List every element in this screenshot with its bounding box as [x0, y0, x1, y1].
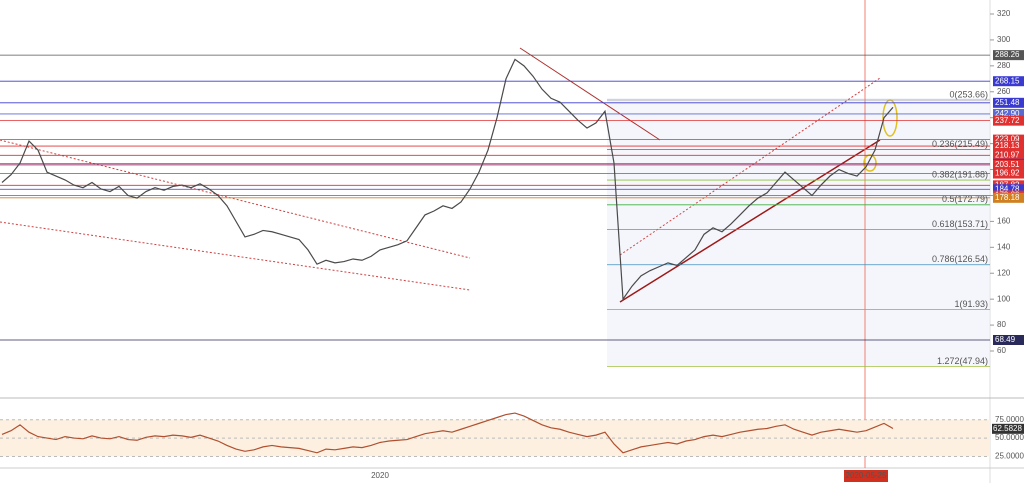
trend-line — [619, 139, 881, 303]
y-tick-label: 320 — [997, 9, 1011, 18]
fib-label: 0.236(215.49) — [932, 139, 988, 149]
fib-label: 1(91.93) — [954, 299, 988, 309]
level-tag — [993, 50, 1024, 61]
level-tag — [993, 334, 1024, 345]
level-label: 184.78 — [995, 184, 1020, 193]
x-tick-label: 2020 — [371, 471, 389, 480]
level-label: 242.90 — [995, 109, 1020, 118]
level-tag — [993, 168, 1024, 179]
rsi-tick-label: 75.0000 — [995, 415, 1024, 424]
level-label: 196.92 — [995, 169, 1020, 178]
y-tick-label: 120 — [997, 268, 1011, 277]
trend-line — [619, 77, 881, 256]
level-label: 210.97 — [995, 150, 1020, 159]
rsi-tick-label: 50.0000 — [995, 433, 1024, 442]
y-tick-label: 260 — [997, 87, 1011, 96]
fib-label: 0.618(153.71) — [932, 219, 988, 229]
fib-label: 0.786(126.54) — [932, 254, 988, 264]
fib-label: 1.272(47.94) — [937, 356, 988, 366]
rsi-tick-label: 25.0000 — [995, 452, 1024, 461]
y-tick-label: 100 — [997, 294, 1011, 303]
rsi-line — [1, 412, 894, 454]
trend-line — [519, 47, 661, 141]
y-tick-label: 80 — [997, 320, 1006, 329]
channel-line — [0, 139, 471, 259]
rsi-last-label: 62.5828 — [993, 424, 1022, 433]
level-tag — [993, 108, 1024, 119]
fib-label: 0.5(172.79) — [942, 194, 988, 204]
y-tick-label: 280 — [997, 61, 1011, 70]
level-tag — [993, 192, 1024, 203]
x-tick-label: 2020-05-25 — [846, 471, 887, 480]
level-label: 178.18 — [995, 193, 1020, 202]
level-label: 68.49 — [995, 335, 1016, 344]
level-tag — [993, 134, 1024, 145]
level-label: 268.15 — [995, 76, 1020, 85]
level-tag — [993, 184, 1024, 195]
channel-line — [0, 221, 471, 291]
level-label: 237.72 — [995, 116, 1020, 125]
level-tag — [993, 141, 1024, 152]
price-line — [1, 58, 894, 301]
level-tag — [993, 97, 1024, 108]
y-tick-label: 300 — [997, 35, 1011, 44]
level-tag — [993, 76, 1024, 87]
level-label: 218.13 — [995, 141, 1020, 150]
level-label: 251.48 — [995, 98, 1020, 107]
fib-zone — [607, 98, 990, 366]
fib-label: 0(253.66) — [949, 89, 988, 99]
y-tick-label: 160 — [997, 216, 1011, 225]
level-label: 203.51 — [995, 160, 1020, 169]
fib-label: 0.382(191.88) — [932, 169, 988, 179]
rsi-last-tag — [992, 423, 1024, 434]
cursor-tag — [844, 470, 888, 482]
level-label: 288.26 — [995, 50, 1020, 59]
level-tag — [993, 115, 1024, 126]
level-label: 223.09 — [995, 135, 1020, 144]
level-tag — [993, 150, 1024, 161]
y-tick-label: 60 — [997, 346, 1006, 355]
level-tag — [993, 159, 1024, 170]
y-tick-label: 140 — [997, 242, 1011, 251]
